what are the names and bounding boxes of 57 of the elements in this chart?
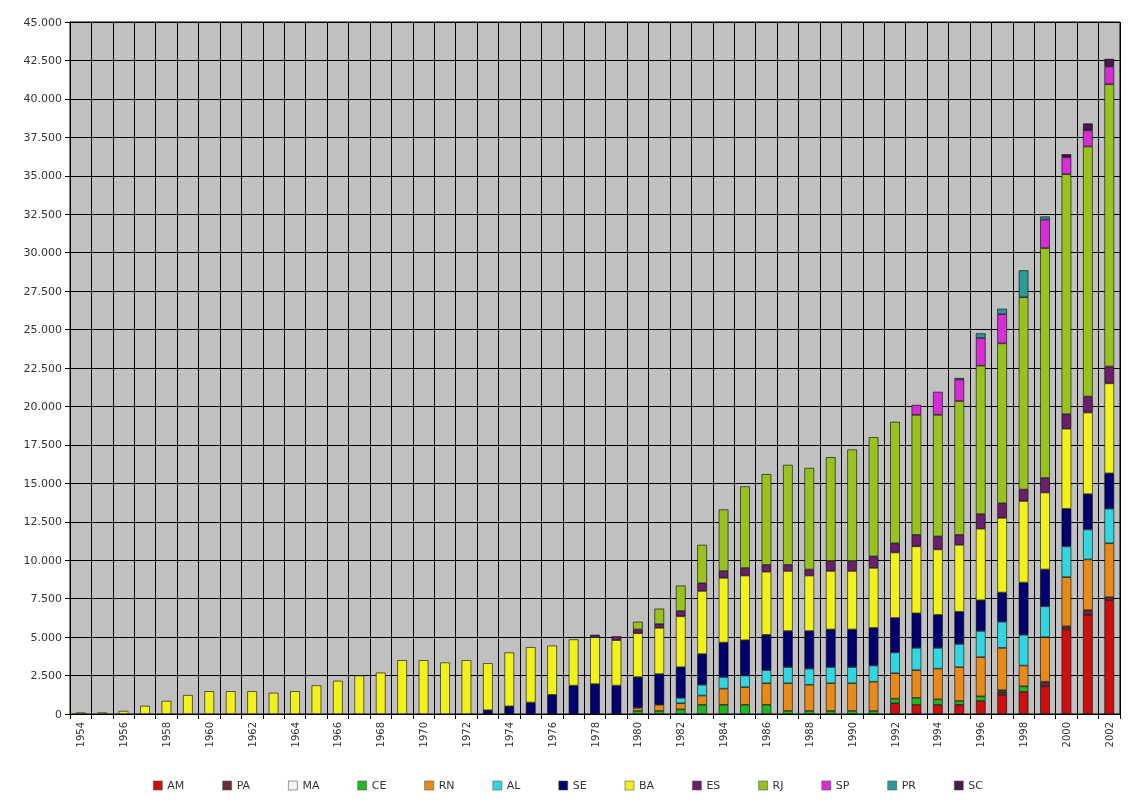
y-tick-label: 2.500	[30, 669, 62, 683]
y-tick-label: 10.000	[23, 553, 62, 567]
legend-label: ES	[706, 779, 721, 792]
y-tick-label: 15.000	[23, 476, 62, 490]
y-tick-label: 45.000	[23, 15, 62, 29]
x-tick-label: 1956	[118, 722, 130, 748]
y-tick-label: 7.500	[30, 592, 62, 606]
x-tick-label: 1996	[975, 722, 987, 748]
y-tick-label: 5.000	[30, 630, 62, 644]
x-tick-label: 1962	[246, 722, 258, 748]
x-tick-label: 2002	[1103, 722, 1115, 748]
y-tick-label: 30.000	[23, 246, 62, 260]
legend-label: AL	[506, 779, 522, 792]
x-tick-label: 1978	[589, 722, 601, 748]
y-tick-label: 17.500	[23, 438, 62, 452]
x-tick-label: 1986	[760, 722, 772, 748]
legend-label: PA	[236, 779, 251, 792]
x-tick-label: 1992	[889, 722, 901, 748]
legend-label: SP	[835, 779, 850, 792]
x-tick-label: 1964	[289, 722, 301, 748]
x-tick-label: 1988	[803, 722, 815, 748]
x-tick-label: 1972	[460, 722, 472, 748]
x-tick-label: 1970	[418, 722, 430, 748]
legend-label: SC	[968, 779, 984, 792]
x-tick-label: 1960	[203, 722, 215, 748]
y-tick-label: 27.500	[23, 284, 62, 298]
legend-label: AM	[167, 779, 185, 792]
y-tick-label: 42.500	[23, 53, 62, 67]
legend-label: CE	[371, 779, 387, 792]
x-tick-label: 1974	[503, 722, 515, 748]
x-tick-label: 2000	[1060, 722, 1072, 748]
y-tick-label: 20.000	[23, 399, 62, 413]
legend-label: RN	[438, 779, 455, 792]
x-tick-label: 1976	[546, 722, 558, 748]
x-tick-label: 1994	[932, 722, 944, 748]
y-tick-label: 40.000	[23, 92, 62, 106]
x-tick-label: 1998	[1018, 722, 1030, 748]
y-tick-label: 0	[55, 707, 62, 721]
x-tick-label: 1968	[375, 722, 387, 748]
y-tick-label: 32.500	[23, 207, 62, 221]
y-tick-label: 37.500	[23, 130, 62, 144]
x-tick-label: 1982	[675, 722, 687, 748]
x-tick-label: 1980	[632, 722, 644, 748]
legend-label: RJ	[772, 779, 784, 792]
y-tick-label: 35.000	[23, 169, 62, 183]
y-tick-label: 12.500	[23, 515, 62, 529]
x-tick-label: 1954	[75, 722, 87, 748]
x-tick-label: 1958	[160, 722, 172, 748]
legend-label: PR	[901, 779, 917, 792]
y-tick-label: 25.000	[23, 323, 62, 337]
legend-label: BA	[639, 779, 655, 792]
legend-label: MA	[302, 779, 320, 792]
legend-label: SE	[572, 779, 587, 792]
x-tick-label: 1990	[846, 722, 858, 748]
x-tick-label: 1966	[332, 722, 344, 748]
x-tick-label: 1984	[718, 722, 730, 748]
y-tick-label: 22.500	[23, 361, 62, 375]
